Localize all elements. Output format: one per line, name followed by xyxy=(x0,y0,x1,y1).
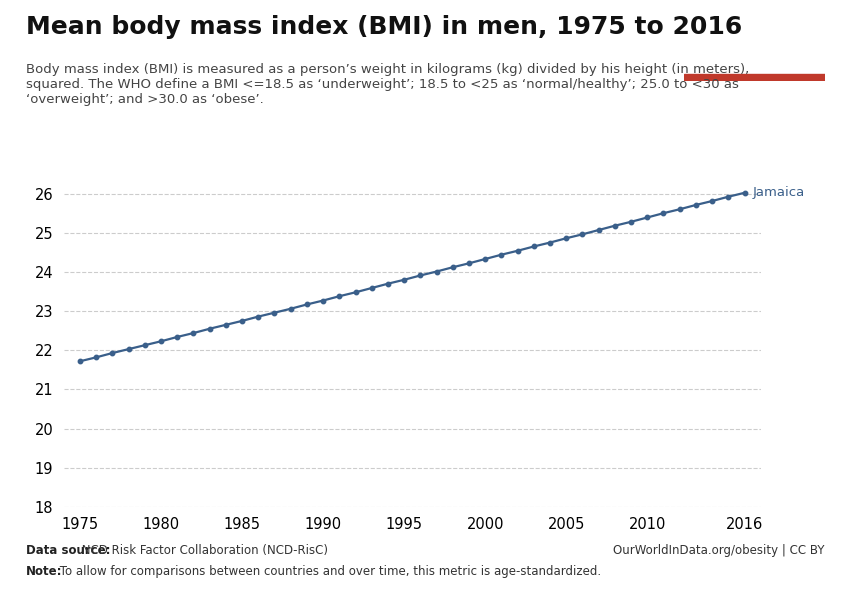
Text: Body mass index (BMI) is measured as a person’s weight in kilograms (kg) divided: Body mass index (BMI) is measured as a p… xyxy=(26,63,749,106)
Text: Jamaica: Jamaica xyxy=(752,187,805,199)
Text: OurWorldInData.org/obesity | CC BY: OurWorldInData.org/obesity | CC BY xyxy=(613,544,824,557)
Bar xyxy=(684,74,824,81)
Text: Mean body mass index (BMI) in men, 1975 to 2016: Mean body mass index (BMI) in men, 1975 … xyxy=(26,15,742,39)
Text: Note:: Note: xyxy=(26,565,62,578)
Text: in Data: in Data xyxy=(729,50,779,64)
Text: Our World: Our World xyxy=(719,28,790,41)
Text: NCD Risk Factor Collaboration (NCD-RisC): NCD Risk Factor Collaboration (NCD-RisC) xyxy=(78,544,328,557)
Text: To allow for comparisons between countries and over time, this metric is age-sta: To allow for comparisons between countri… xyxy=(56,565,601,578)
Text: Data source:: Data source: xyxy=(26,544,110,557)
